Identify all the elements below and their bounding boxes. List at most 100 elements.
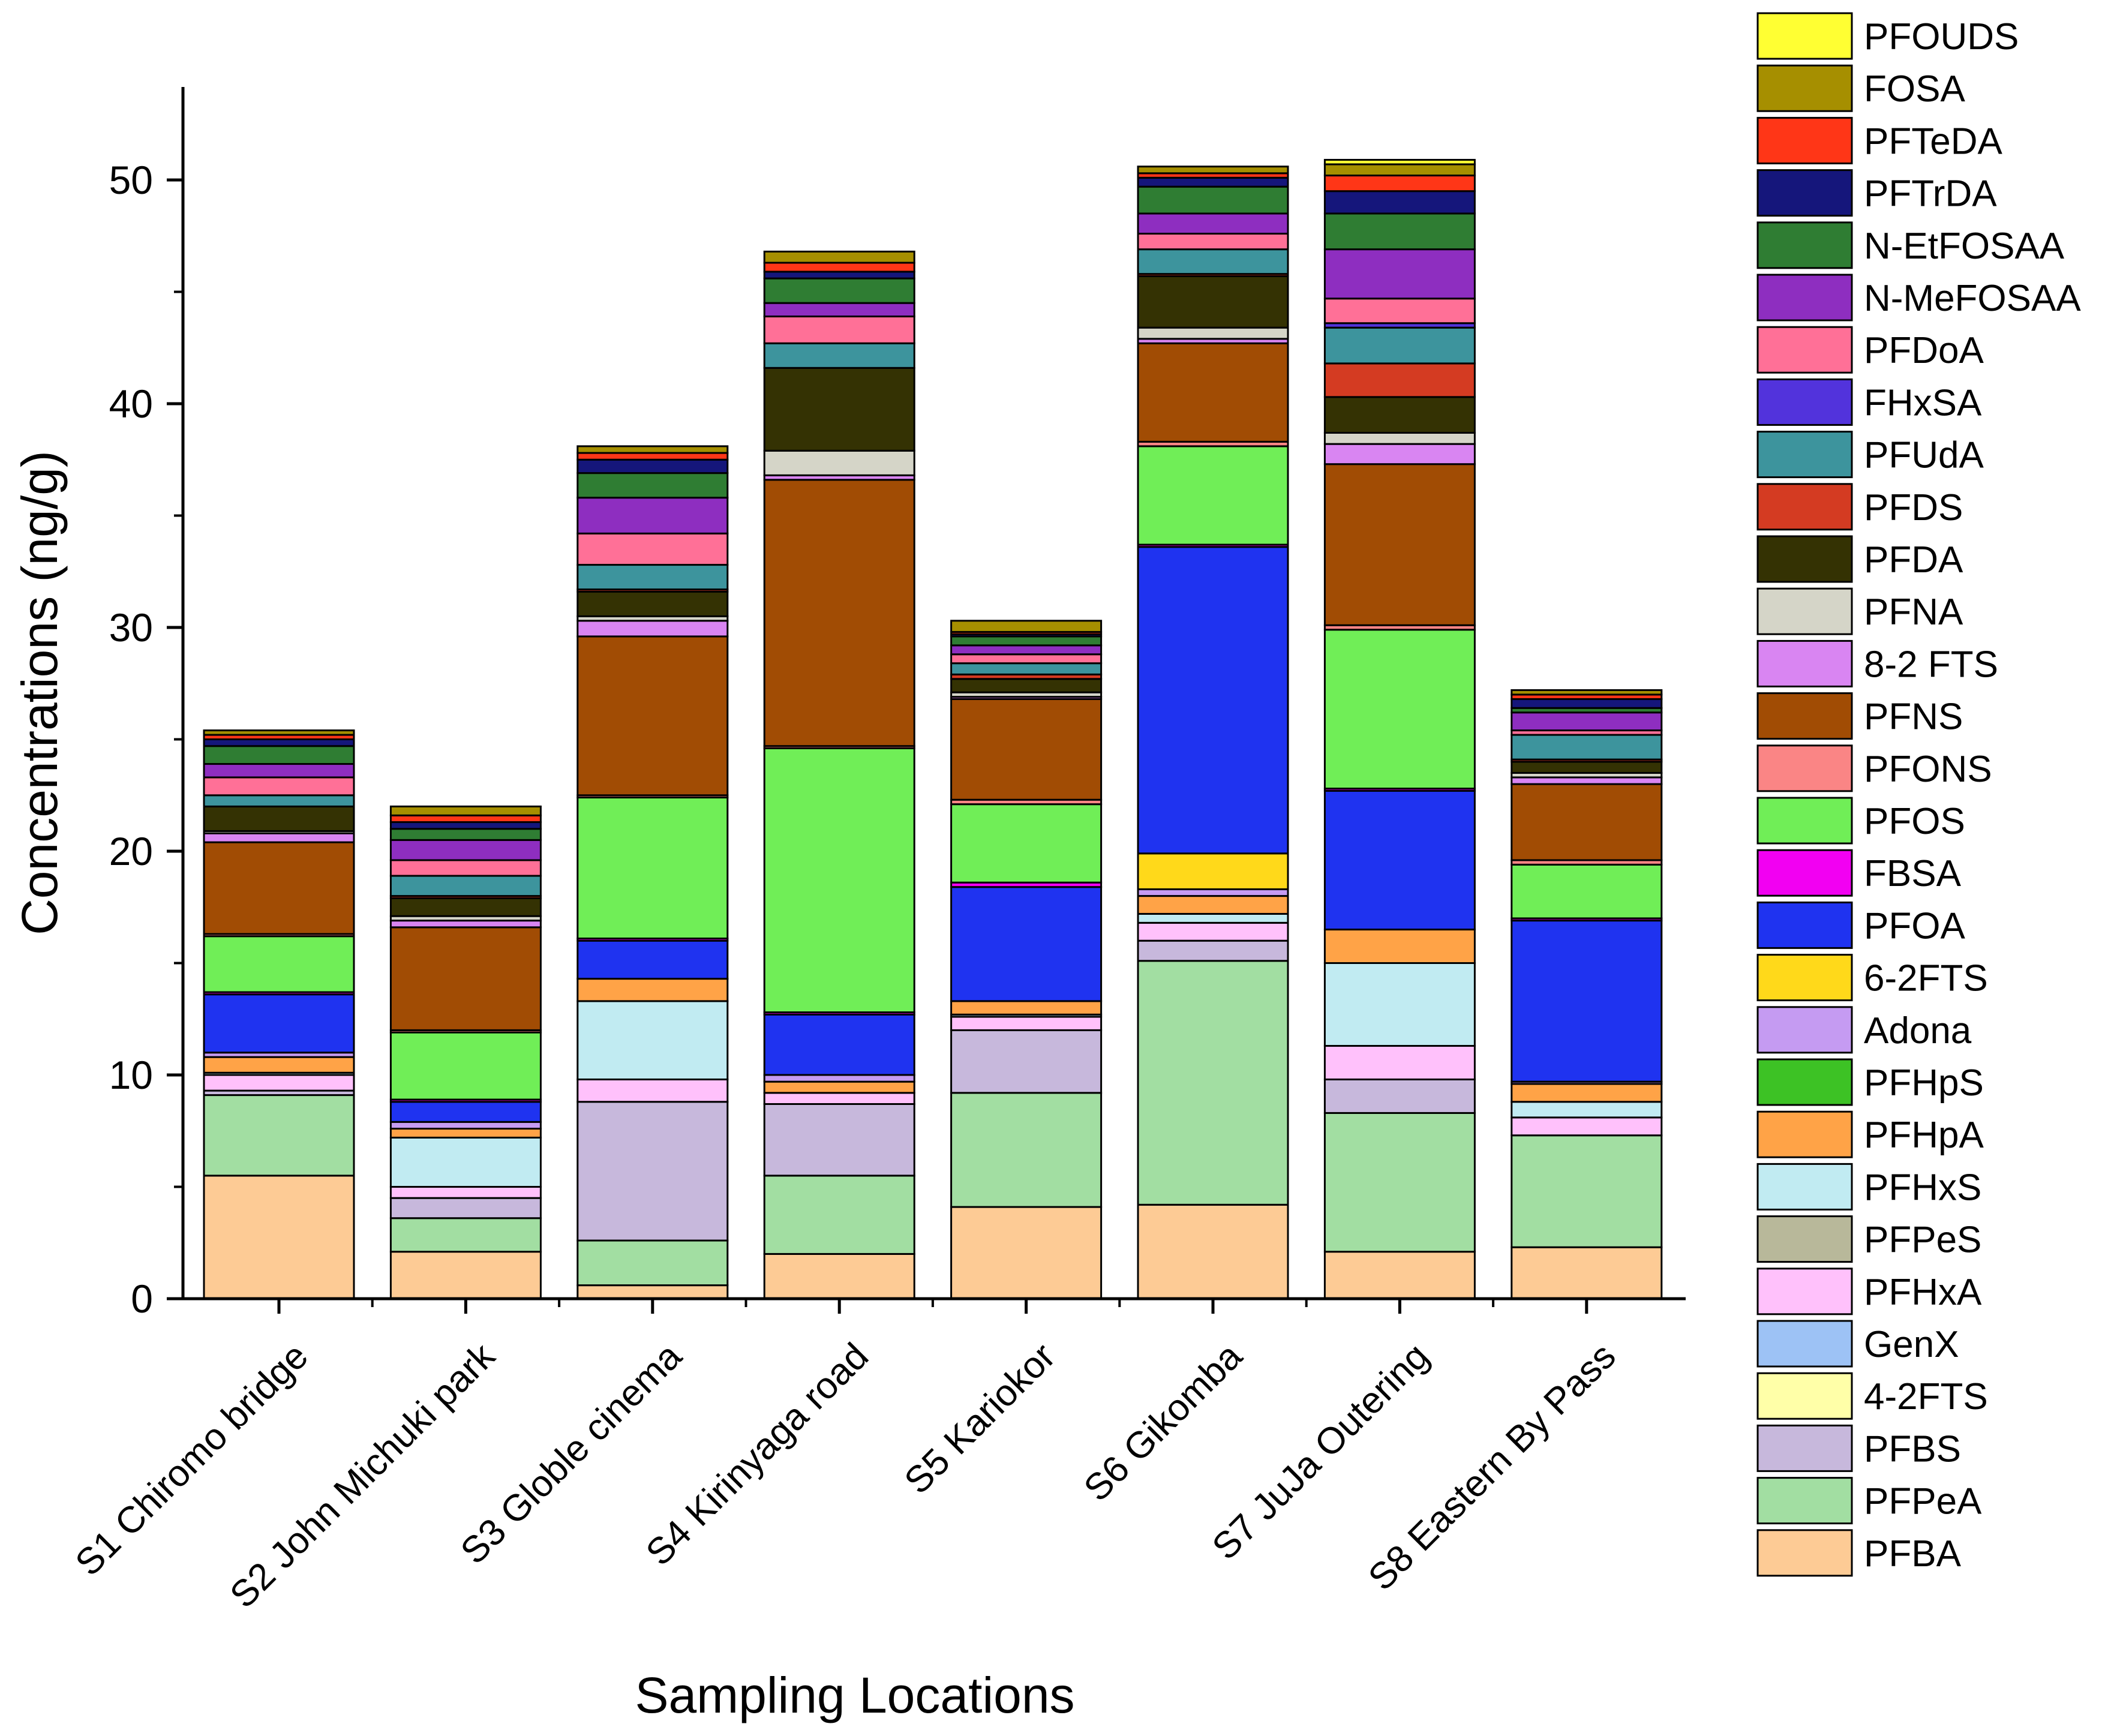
bar-segment-pfbs-4 [763,1103,915,1177]
legend-label: Adona [1864,1010,1972,1052]
bar-segment-fosa-3 [576,445,729,454]
bar-segment-n-etfosaa-7 [1323,212,1476,251]
bar-segment-pfbs-7 [1323,1078,1476,1114]
bar-segment-8-2-fts-1 [203,832,355,843]
bar-segment-pfhxa-1 [203,1074,355,1092]
legend-label: PFHxA [1864,1272,1982,1313]
legend-swatch [1756,483,1853,531]
axes-layer [181,87,1686,1301]
y-tick-label: 10 [109,1053,153,1097]
bar-segment-pfdoa-4 [763,316,915,344]
bar-segment-pfhpa-2 [389,1128,542,1139]
legend-swatch [1756,692,1853,740]
legend-label: N-MeFOSAA [1864,278,2081,319]
legend-label: PFOS [1864,801,1965,842]
bar-segment-pfoa-8 [1511,920,1663,1083]
bar-segment-pfbs-2 [389,1197,542,1220]
legend-swatch [1756,431,1853,479]
bar-segment-pfhpa-3 [576,978,729,1002]
bar-segment-pfdoa-7 [1323,298,1476,325]
bar-segment-pfoa-6 [1137,546,1289,855]
y-tick-label: 0 [131,1277,153,1321]
bar-segment-pfns-3 [576,635,729,797]
bar-segment-pfteda-2 [389,814,542,824]
bar-segment-pfpea-2 [389,1217,542,1253]
bar-segment-fosa-1 [203,729,355,736]
bar-segment-fosa-5 [950,620,1103,633]
y-ticks: 0 10 20 30 40 50 [109,158,183,1321]
bar-segment-adona-4 [763,1074,915,1083]
legend-label: PFHpS [1864,1062,1984,1104]
bar-segment-pfba-5 [950,1206,1103,1300]
legend-swatch [1756,1110,1853,1158]
legend-swatch [1756,535,1853,583]
bar-segment-pftrda-3 [576,458,729,474]
legend-label: PFDA [1864,539,1963,581]
bar-segment-pftrda-6 [1137,176,1289,188]
legend-label: PFHxS [1864,1167,1981,1208]
legend-label: FOSA [1864,68,1965,110]
legend-swatch [1756,587,1853,635]
bar-segment-pfda-5 [950,678,1103,693]
legend-label: PFPeS [1864,1220,1981,1261]
bar-segment-pfpea-3 [576,1239,729,1287]
bar-segment-adona-2 [389,1121,542,1130]
x-axis-title: Sampling Locations [635,1667,1074,1723]
bar-segment-pfpea-8 [1511,1134,1663,1248]
bar-segment-pfdoa-1 [203,776,355,797]
bar-segment-pftrda-2 [389,821,542,830]
bar-segment-pfhxa-2 [389,1186,542,1199]
legend-swatch [1756,1529,1853,1577]
bar-segment-pfhpa-8 [1511,1083,1663,1103]
bar-segment-pfteda-4 [763,262,915,273]
bar-segment-pfuda-4 [763,342,915,369]
legend-label: N-EtFOSAA [1864,226,2065,267]
legend-swatch [1756,64,1853,112]
bar-segment-pfhxa-5 [950,1016,1103,1031]
bar-segment-n-mefosaa-2 [389,839,542,861]
bar-segment-8-2-fts-7 [1323,443,1476,465]
bar-segment-n-mefosaa-6 [1137,212,1289,235]
bar-segment-pfda-6 [1137,275,1289,329]
bar-segment-pfhpa-5 [950,1000,1103,1016]
bar-segment-pfba-1 [203,1175,355,1300]
bar-segment-pfpea-7 [1323,1112,1476,1253]
bar-segment-6-2fts-6 [1137,852,1289,890]
y-tick-label: 40 [109,382,153,426]
bar-segment-pfhxs-8 [1511,1101,1663,1119]
legend-swatch [1756,1320,1853,1368]
bar-segment-n-etfosaa-1 [203,745,355,765]
bar-segment-n-etfosaa-6 [1137,185,1289,215]
bar-segment-pfuda-1 [203,794,355,807]
legend-swatch [1756,639,1853,687]
bar-segment-pfna-4 [763,449,915,476]
legend-swatch [1756,116,1853,164]
legend-label: PFNS [1864,696,1963,738]
legend-label: GenX [1864,1324,1959,1365]
bar-segment-pfoa-5 [950,886,1103,1002]
bar-segment-pfhxa-8 [1511,1116,1663,1137]
bar-segment-pfba-4 [763,1253,915,1300]
bar-segment-pfhpa-6 [1137,895,1289,915]
legend-label: PFBA [1864,1533,1962,1575]
bar-segment-pfns-1 [203,841,355,935]
bar-segment-pfda-1 [203,805,355,832]
bar-segment-pfdoa-5 [950,653,1103,665]
bar-segment-fosa-2 [389,805,542,816]
bar-segment-n-etfosaa-5 [950,635,1103,647]
legend-swatch [1756,1215,1853,1263]
bar-segment-pfouds-7 [1323,158,1476,166]
bar-segment-pftrda-4 [763,271,915,280]
bar-segment-pfna-6 [1137,326,1289,340]
bar-segment-pfuda-7 [1323,326,1476,365]
legend-swatch [1756,326,1853,374]
legend-label: PFOA [1864,905,1965,947]
bar-segment-pfdoa-6 [1137,233,1289,251]
bar-segment-pfds-7 [1323,362,1476,398]
legend-swatch [1756,1163,1853,1211]
bar-segment-pfoa-1 [203,993,355,1054]
bar-segment-n-etfosaa-3 [576,472,729,499]
legend-swatch [1756,1006,1853,1054]
